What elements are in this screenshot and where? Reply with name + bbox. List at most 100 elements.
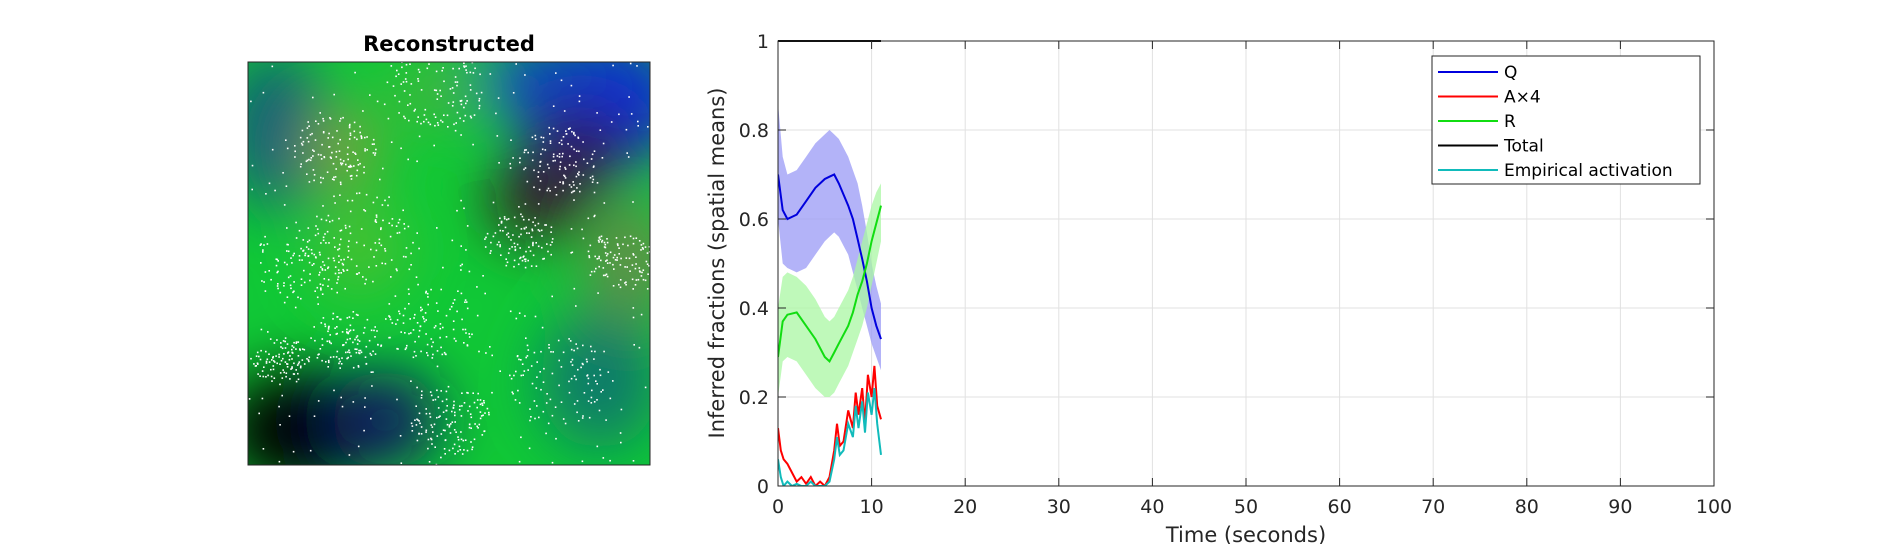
heatmap-dot (322, 261, 324, 263)
heatmap-dot (417, 419, 419, 421)
heatmap-dot (619, 286, 622, 289)
heatmap-dot (571, 364, 574, 366)
heatmap-dot (320, 289, 322, 291)
heatmap-dot (640, 313, 643, 316)
heatmap-dot (286, 296, 289, 298)
heatmap-dot (593, 150, 596, 152)
heatmap-dot (349, 210, 352, 213)
heatmap-dot (480, 91, 483, 94)
heatmap-dot (288, 358, 291, 361)
heatmap-dot (575, 150, 578, 152)
heatmap-dot (461, 318, 463, 321)
heatmap-dot (541, 246, 543, 249)
legend-entry: Q (1504, 63, 1517, 83)
heatmap-dot (403, 115, 405, 118)
heatmap-dot (371, 143, 374, 145)
heatmap-dot (542, 410, 545, 413)
heatmap-dot (586, 360, 588, 363)
heatmap-dot (552, 155, 555, 158)
heatmap-dot (353, 136, 356, 139)
heatmap-dot (609, 251, 612, 254)
heatmap-dot (299, 165, 302, 168)
heatmap-dot (395, 268, 398, 270)
heatmap-dot (282, 357, 284, 360)
heatmap-dot (415, 405, 417, 407)
heatmap-dot (370, 417, 372, 420)
heatmap-dot (271, 65, 274, 68)
heatmap-dot (590, 158, 593, 160)
heatmap-dot (356, 343, 359, 345)
heatmap-dot (445, 353, 447, 356)
heatmap-dot (479, 403, 482, 406)
heatmap-dot (405, 80, 408, 83)
heatmap-dot (416, 120, 418, 123)
heatmap-dot (642, 248, 644, 250)
heatmap-dot (474, 67, 476, 70)
heatmap-dot (445, 398, 448, 401)
heatmap-dot (561, 143, 563, 146)
heatmap-dot (583, 158, 585, 161)
heatmap-dot (342, 160, 345, 162)
heatmap-dot (329, 334, 331, 336)
heatmap-dot (578, 100, 581, 103)
heatmap-dot (348, 138, 351, 140)
heatmap-dot (430, 437, 432, 440)
heatmap-dot (582, 141, 584, 143)
heatmap-dot (372, 371, 374, 373)
heatmap-dot (287, 250, 290, 253)
heatmap-dot (466, 449, 469, 452)
heatmap-dot (599, 129, 602, 131)
heatmap-dot (327, 214, 330, 217)
heatmap-dot (434, 325, 437, 327)
heatmap-dot (463, 207, 465, 210)
heatmap-dot (454, 129, 457, 132)
heatmap-dot (558, 153, 561, 155)
heatmap-dot (551, 372, 554, 375)
heatmap-dot (429, 123, 432, 126)
heatmap-dot (547, 250, 549, 253)
heatmap-dot (489, 252, 492, 254)
heatmap-dot (389, 318, 392, 321)
heatmap-dot (582, 363, 584, 366)
heatmap-dot (570, 348, 573, 351)
heatmap-dot (598, 257, 600, 260)
heatmap-dot (340, 238, 342, 241)
heatmap-dot (505, 258, 507, 260)
heatmap-dot (415, 276, 418, 278)
heatmap-dot (378, 238, 381, 241)
heatmap-dot (436, 389, 438, 392)
heatmap-dot (530, 365, 533, 367)
heatmap-dot (562, 189, 564, 192)
heatmap-dot (353, 165, 355, 167)
heatmap-dot (590, 270, 593, 273)
heatmap-dot (648, 251, 650, 253)
heatmap-dot (546, 393, 548, 395)
heatmap-dot (321, 359, 323, 362)
heatmap-dot (303, 269, 305, 272)
heatmap-dot (259, 244, 262, 246)
heatmap-dot (292, 254, 294, 257)
heatmap-dot (470, 427, 472, 429)
heatmap-dot (551, 295, 553, 298)
heatmap-dot (283, 282, 285, 284)
heatmap-dot (603, 202, 606, 204)
heatmap-dot (516, 355, 519, 357)
heatmap-dot (482, 275, 484, 277)
heatmap-dot (338, 150, 341, 152)
heatmap-dot (576, 347, 579, 350)
heatmap-dot (648, 246, 650, 248)
heatmap-dot (353, 121, 356, 124)
heatmap-dot (416, 232, 418, 234)
heatmap-dot (293, 281, 295, 283)
heatmap-dot (264, 290, 267, 292)
heatmap-dot (298, 361, 301, 363)
heatmap-dot (454, 76, 457, 78)
heatmap-dot (343, 270, 345, 272)
heatmap-dot (573, 184, 575, 186)
heatmap-dot (568, 380, 570, 383)
heatmap-dot (286, 263, 288, 266)
heatmap-dot (350, 174, 353, 177)
heatmap-dot (618, 247, 620, 249)
heatmap-dot (500, 222, 503, 224)
heatmap-dot (432, 353, 434, 356)
